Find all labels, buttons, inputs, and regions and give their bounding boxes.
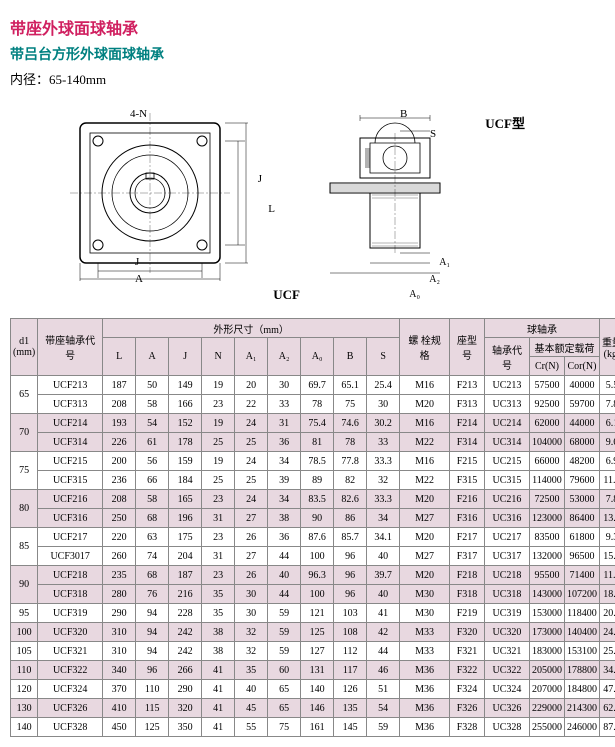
col-cor: Cor(N) (564, 357, 599, 376)
spec-table: d1(mm) 带座轴承代号 外形尺寸（mm） 螺 栓规 格 座型号 球轴承 重量… (10, 318, 615, 737)
col-code: 带座轴承代号 (38, 319, 103, 376)
table-row: UCF31320858166232233787530M20F313UC31392… (11, 395, 615, 414)
col-wt: 重量(kg) (599, 319, 615, 376)
table-row: 75UCF2152005615919243478.577.833.3M16F21… (11, 452, 615, 471)
col-L: L (103, 338, 136, 376)
table-row: 105UCF3213109424238325912711244M33F321UC… (11, 642, 615, 661)
col-dims: 外形尺寸（mm） (103, 319, 400, 338)
label-j: J (135, 256, 139, 268)
label-4n: 4-N (130, 108, 147, 120)
table-row: UCF31625068196312738908634M27F316UC31612… (11, 509, 615, 528)
side-view-diagram: B S UCF型 A₁ A₂ A₀ (300, 103, 480, 303)
col-N: N (202, 338, 235, 376)
table-row: UCF3017260742043127441009640M27F317UC317… (11, 547, 615, 566)
col-B: B (334, 338, 367, 376)
label-a0: A₀ (409, 289, 420, 300)
label-a: A (135, 273, 143, 285)
diameter-range: 内径：65-140mm (10, 69, 615, 88)
table-row: 70UCF2141935415219243175.474.630.2M16F21… (11, 414, 615, 433)
table-row: 85UCF2172206317523263687.685.734.1M20F21… (11, 528, 615, 547)
col-S: S (367, 338, 400, 376)
label-a1: A₁ (439, 257, 450, 268)
table-row: 130UCF32641011532041456514613554M36F326U… (11, 699, 615, 718)
table-row: UCF31523666184252539898232M22F315UC31511… (11, 471, 615, 490)
table-row: 120UCF32437011029041406514012651M36F324U… (11, 680, 615, 699)
col-bb: 球轴承 (485, 319, 600, 338)
label-s: S (430, 128, 436, 140)
label-l: L (268, 203, 275, 215)
table-row: 100UCF3203109424238325912510842M33F320UC… (11, 623, 615, 642)
col-cr: Cr(N) (529, 357, 564, 376)
col-J: J (169, 338, 202, 376)
label-a2: A₂ (429, 274, 440, 285)
col-load: 基本额定载荷 (529, 338, 599, 357)
table-row: UCF318280762163530441009640M30F318UC3181… (11, 585, 615, 604)
page-title: 带座外球面球轴承 (10, 15, 615, 39)
table-row: 140UCF32845012535041557516114559M36F328U… (11, 718, 615, 737)
table-row: 90UCF2182356818723264096.39639.7M20F218U… (11, 566, 615, 585)
col-bno: 轴承代号 (485, 338, 530, 376)
col-seat: 座型号 (450, 319, 485, 376)
table-row: 110UCF3223409626641356013111746M36F322UC… (11, 661, 615, 680)
page-subtitle: 带吕台方形外球面球轴承 (10, 44, 615, 64)
label-j2: J (258, 173, 262, 185)
col-bolt: 螺 栓规 格 (400, 319, 450, 376)
table-row: 65UCF2131875014919203069.765.125.4M16F21… (11, 376, 615, 395)
col-A: A (136, 338, 169, 376)
label-ucft: UCF型 (485, 113, 525, 132)
label-b: B (400, 108, 407, 120)
table-row: 95UCF3192909422835305912110341M30F219UC3… (11, 604, 615, 623)
table-row: UCF31422661178252536817833M22F314UC31410… (11, 433, 615, 452)
label-ucf: UCF (273, 287, 300, 303)
col-A2: A₂ (268, 338, 301, 376)
col-d1: d1(mm) (11, 319, 38, 376)
table-row: 80UCF2162085816523243483.582.633.3M20F21… (11, 490, 615, 509)
diagram-area: 4-N J A (10, 103, 615, 303)
col-A0: A₀ (301, 338, 334, 376)
col-A1: A₁ (235, 338, 268, 376)
front-view-diagram: 4-N J A (50, 103, 270, 303)
